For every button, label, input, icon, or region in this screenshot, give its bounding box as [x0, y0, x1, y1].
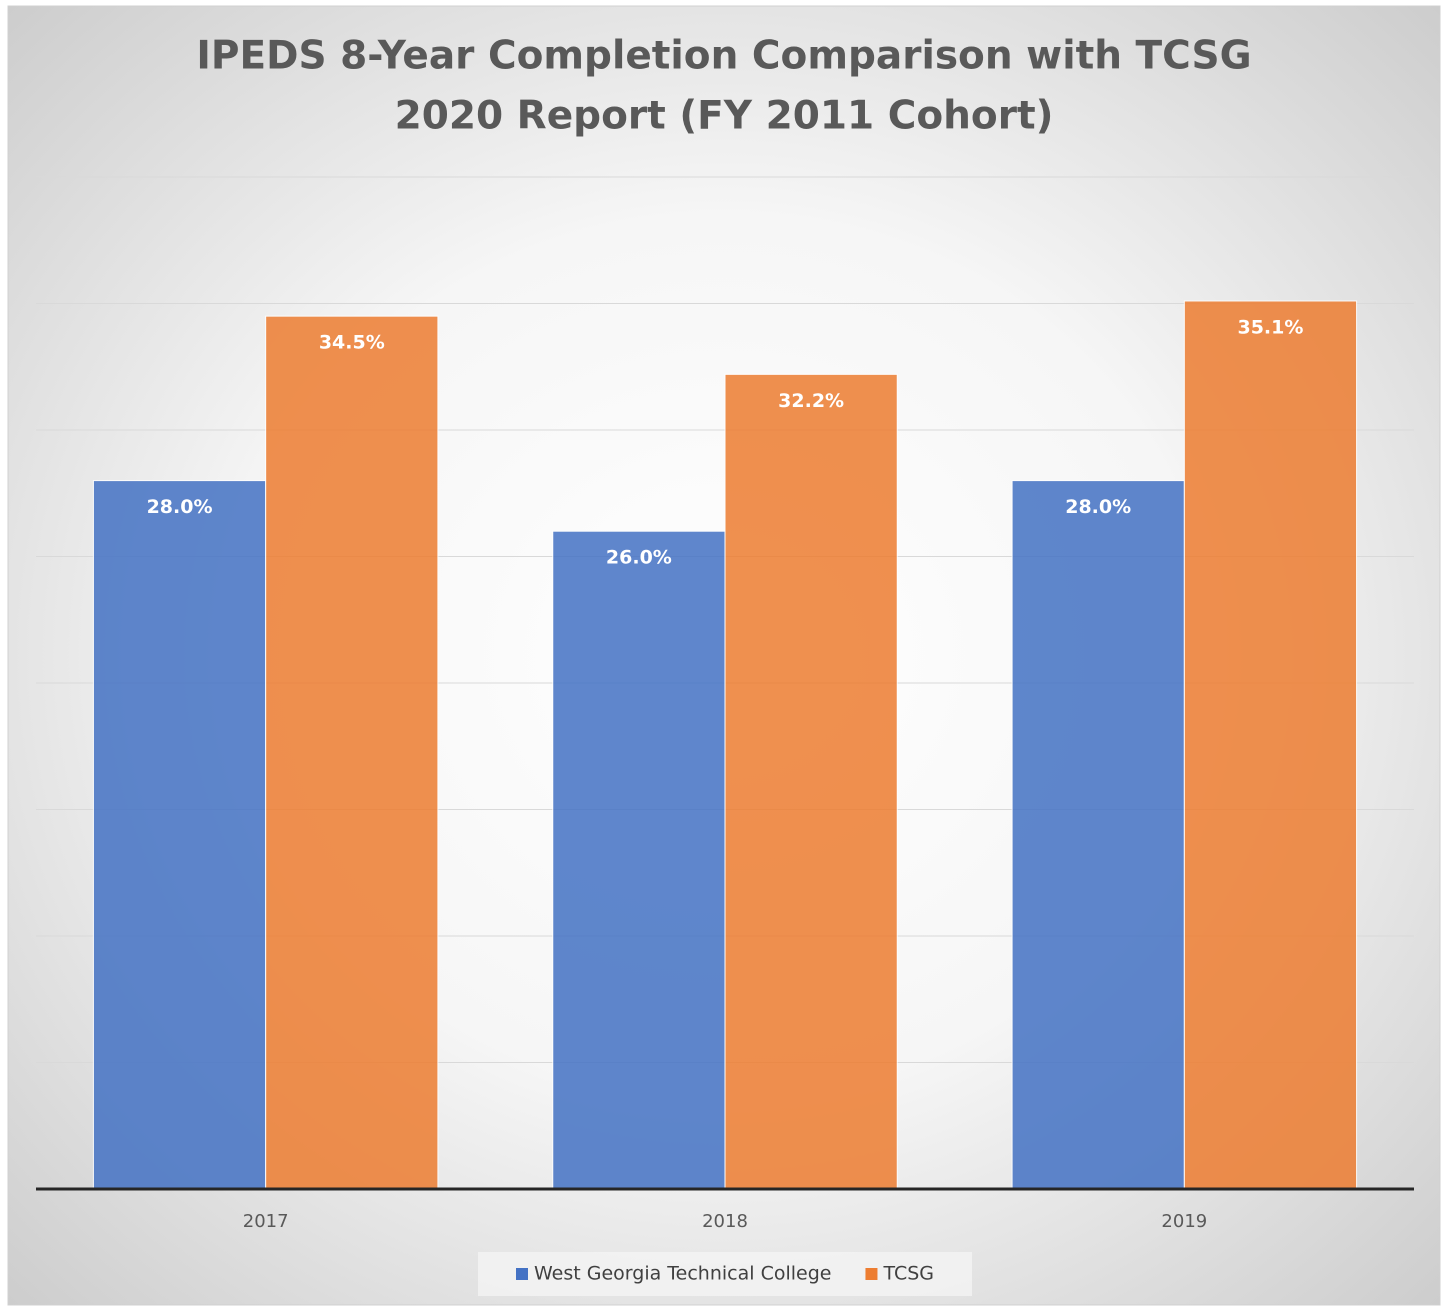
x-tick-label: 2017 — [243, 1211, 289, 1232]
x-tick-label: 2018 — [702, 1211, 748, 1232]
bar — [92, 480, 267, 1190]
legend-label: TCSG — [882, 1263, 934, 1285]
data-label: 34.5% — [319, 332, 385, 354]
bar — [1183, 300, 1358, 1190]
bar — [265, 315, 439, 1190]
data-label: 28.0% — [147, 496, 213, 518]
legend-swatch — [865, 1268, 878, 1280]
legend-swatch — [516, 1268, 528, 1280]
data-label: 32.2% — [778, 390, 844, 412]
legend-box — [478, 1252, 972, 1296]
data-label: 26.0% — [606, 547, 672, 569]
chart-title: IPEDS 8-Year Completion Comparison with … — [196, 34, 1251, 79]
data-label: 35.1% — [1237, 316, 1303, 338]
legend-label: West Georgia Technical College — [534, 1263, 831, 1285]
bar — [552, 530, 726, 1190]
bar — [1011, 480, 1185, 1190]
bar — [724, 373, 898, 1190]
chart-title: 2020 Report (FY 2011 Cohort) — [395, 94, 1054, 139]
data-label: 28.0% — [1065, 496, 1131, 518]
x-tick-label: 2019 — [1161, 1211, 1207, 1232]
